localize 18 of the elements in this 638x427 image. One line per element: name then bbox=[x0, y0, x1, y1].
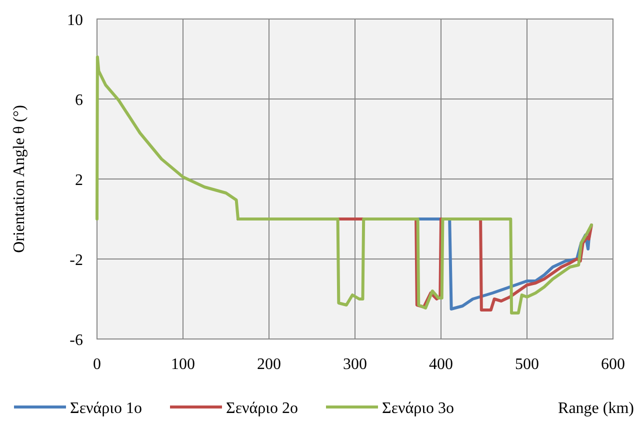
y-tick-label: 6 bbox=[75, 92, 83, 109]
x-tick-label: 200 bbox=[257, 356, 281, 373]
y-axis-title: Orientation Angle θ (°) bbox=[11, 105, 28, 253]
legend-label: Σενάριο 2ο bbox=[226, 400, 298, 417]
x-tick-label: 400 bbox=[429, 356, 453, 373]
x-tick-label: 300 bbox=[343, 356, 367, 373]
x-tick-label: 500 bbox=[515, 356, 539, 373]
legend-label: Σενάριο 3ο bbox=[382, 400, 454, 417]
y-tick-label: 10 bbox=[67, 12, 83, 29]
x-tick-label: 0 bbox=[93, 356, 101, 373]
y-tick-label: -6 bbox=[70, 332, 83, 349]
y-tick-label: 2 bbox=[75, 172, 83, 189]
line-series bbox=[96, 56, 593, 314]
x-tick-label: 600 bbox=[601, 356, 625, 373]
legend-label: Σενάριο 1ο bbox=[70, 400, 142, 417]
x-tick-label: 100 bbox=[171, 356, 195, 373]
y-tick-label: -2 bbox=[70, 252, 83, 269]
x-axis-title: Range (km) bbox=[558, 400, 634, 417]
